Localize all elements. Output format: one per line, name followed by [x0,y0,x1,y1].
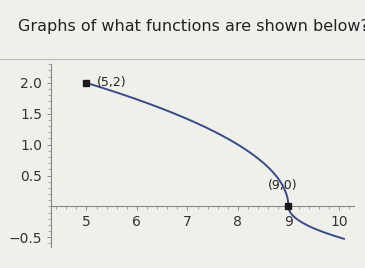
Text: Graphs of what functions are shown below?: Graphs of what functions are shown below… [18,19,365,34]
Text: (9,0): (9,0) [268,179,298,192]
Text: (5,2): (5,2) [97,76,126,89]
